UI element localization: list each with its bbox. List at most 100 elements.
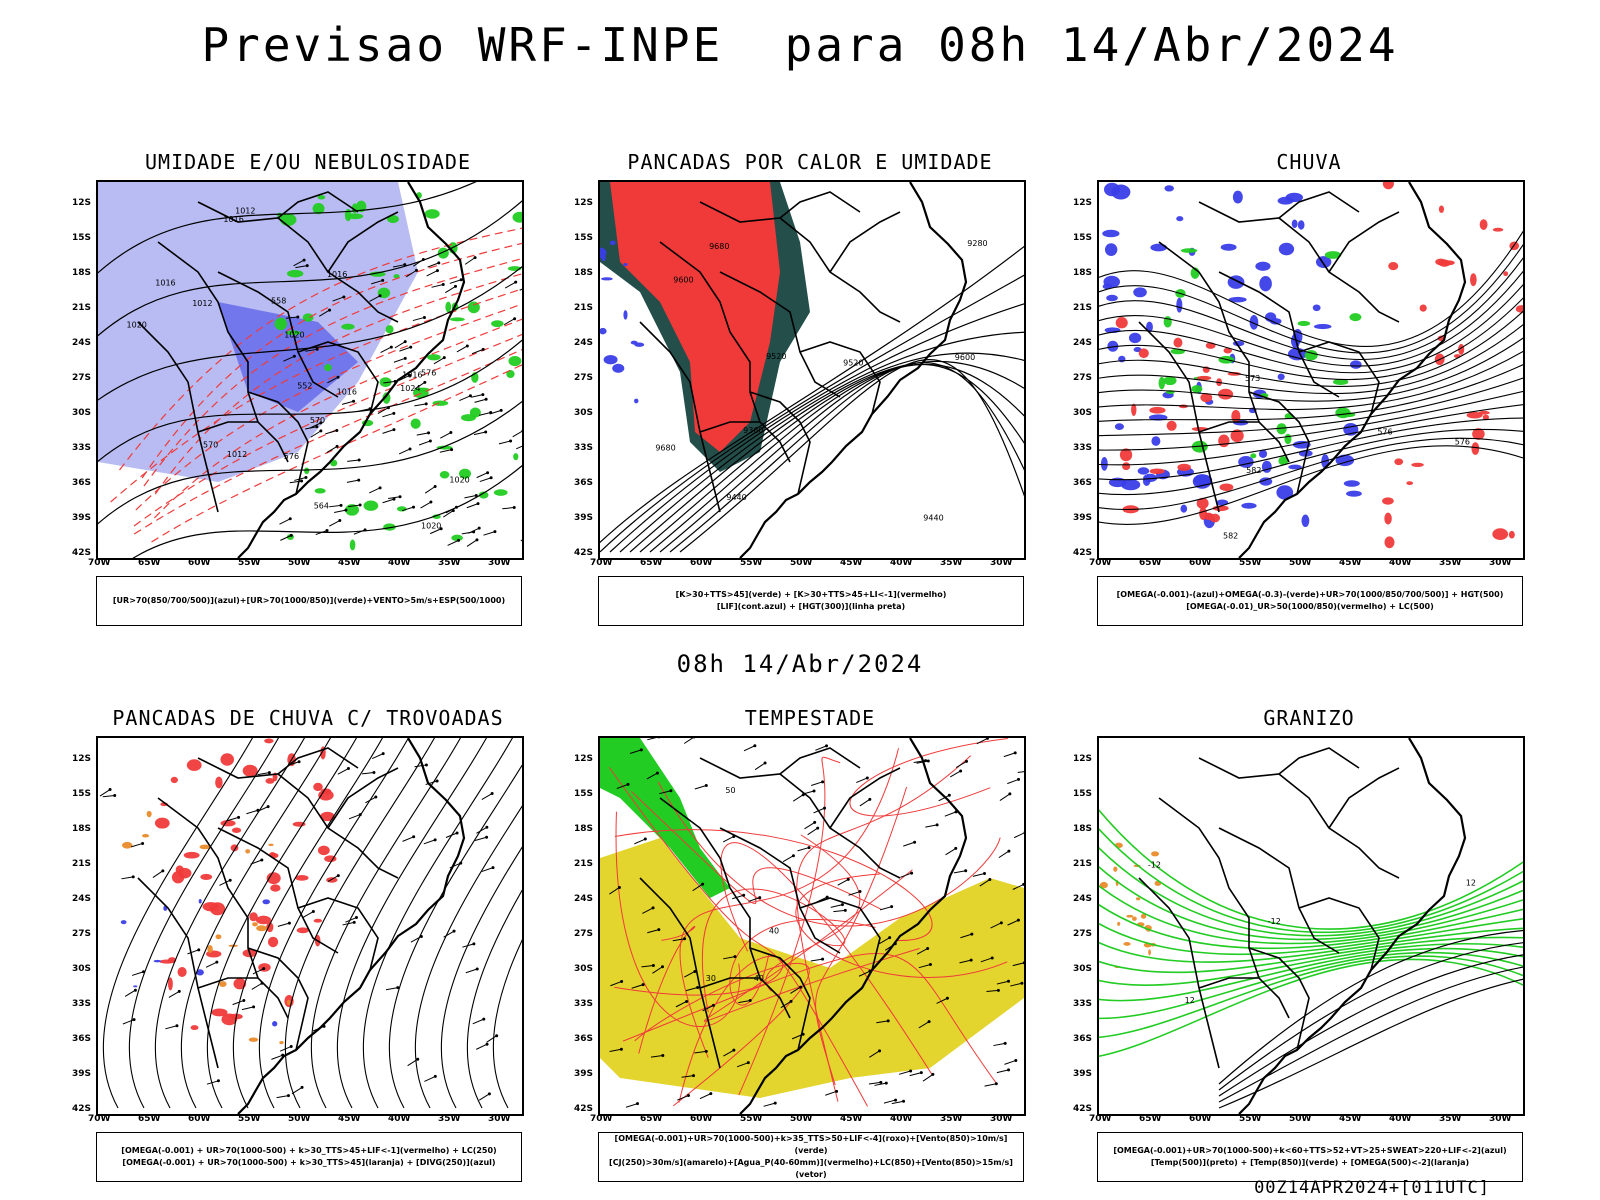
panel-title: TEMPESTADE bbox=[744, 706, 876, 730]
contour-label: 50 bbox=[725, 786, 735, 795]
latitude-tick: 12S bbox=[574, 754, 594, 764]
latitude-tick: 36S bbox=[72, 478, 92, 488]
legend-line: [OMEGA(-0.001)+UR>70(1000-500)+k>35_TTS>… bbox=[614, 1134, 1008, 1155]
latitude-tick: 21S bbox=[72, 859, 92, 869]
longitude-tick: 40W bbox=[890, 558, 913, 568]
longitude-tick: 40W bbox=[890, 1114, 913, 1124]
longitude-tick: 45W bbox=[840, 558, 863, 568]
contour-label: 1020 bbox=[449, 476, 469, 485]
longitude-tick: 60W bbox=[188, 558, 211, 568]
longitude-tick: 30W bbox=[1489, 558, 1512, 568]
contour-label: 1016 bbox=[327, 270, 347, 279]
longitude-tick: 45W bbox=[338, 1114, 361, 1124]
legend-line: [OMEGA(-0.001) + UR>70(1000-500) + k>30_… bbox=[122, 1158, 496, 1167]
latitude-tick: 39S bbox=[574, 1069, 594, 1079]
longitude-tick: 60W bbox=[1189, 558, 1212, 568]
longitude-tick: 70W bbox=[88, 1114, 111, 1124]
contour-label: 12 bbox=[1185, 996, 1195, 1005]
panel-title: GRANIZO bbox=[1263, 706, 1355, 730]
longitude-tick: 60W bbox=[188, 1114, 211, 1124]
forecast-map: 582 576 573 582 576 bbox=[1097, 180, 1525, 560]
latitude-tick: 24S bbox=[72, 338, 92, 348]
longitude-tick: 70W bbox=[88, 558, 111, 568]
latitude-tick: 15S bbox=[574, 789, 594, 799]
latitude-tick: 18S bbox=[72, 268, 92, 278]
longitude-tick: 60W bbox=[1189, 1114, 1212, 1124]
contour-label: 9520 bbox=[766, 352, 786, 361]
latitude-tick: 33S bbox=[72, 443, 92, 453]
longitude-tick: 65W bbox=[640, 1114, 663, 1124]
contour-label: 552 bbox=[297, 381, 312, 390]
longitude-tick: 65W bbox=[1139, 1114, 1162, 1124]
longitude-tick: 35W bbox=[940, 558, 963, 568]
contour-label: 576 bbox=[284, 452, 299, 461]
latitude-tick: 21S bbox=[72, 303, 92, 313]
latitude-tick: 39S bbox=[72, 513, 92, 523]
legend-line: [UR>70(850/700/500)](azul)+[UR>70(1000/8… bbox=[112, 596, 506, 605]
longitude-tick: 50W bbox=[1289, 558, 1312, 568]
latitude-tick: 24S bbox=[1073, 338, 1093, 348]
legend-line: [LIF](cont.azul) + [HGT(300)](linha pret… bbox=[716, 602, 906, 611]
panel-title: UMIDADE E/OU NEBULOSIDADE bbox=[144, 150, 472, 174]
contour-label: 1020 bbox=[421, 521, 441, 530]
contour-label: 1012 bbox=[192, 299, 212, 308]
legend-line: [OMEGA(-0.001)+UR>70(1000-500)+k<60+TTS>… bbox=[1113, 1146, 1507, 1155]
latitude-tick: 36S bbox=[1073, 1034, 1093, 1044]
map-field-svg: 1012101610201016101210161020101610201024… bbox=[98, 182, 522, 558]
contour-label: 30 bbox=[706, 974, 716, 983]
legend-box: [UR>70(850/700/500)](azul)+[UR>70(1000/8… bbox=[96, 576, 522, 626]
latitude-tick: 18S bbox=[1073, 268, 1093, 278]
forecast-map: 9680 9600 9520 9440 9680 9600 9520 9440 9360 9280 bbox=[598, 180, 1026, 560]
map-field-svg: -12 -12 12 12 bbox=[1099, 738, 1523, 1114]
contour-label: 9520 bbox=[843, 359, 863, 368]
contour-label: 576 bbox=[1455, 437, 1470, 446]
latitude-tick: 36S bbox=[574, 1034, 594, 1044]
latitude-tick: 39S bbox=[1073, 513, 1093, 523]
latitude-tick: 30S bbox=[574, 408, 594, 418]
longitude-tick: 50W bbox=[1289, 1114, 1312, 1124]
latitude-tick: 21S bbox=[574, 859, 594, 869]
longitude-tick: 70W bbox=[1089, 1114, 1112, 1124]
contour-label: 573 bbox=[1245, 374, 1260, 383]
longitude-tick: 55W bbox=[238, 1114, 261, 1124]
latitude-tick: 21S bbox=[1073, 859, 1093, 869]
longitude-tick: 35W bbox=[1439, 1114, 1462, 1124]
latitude-tick: 33S bbox=[1073, 443, 1093, 453]
legend-box: [OMEGA(-0.001)+UR>70(1000-500)+k>35_TTS>… bbox=[598, 1132, 1024, 1182]
latitude-tick: 12S bbox=[1073, 198, 1093, 208]
longitude-tick: 60W bbox=[690, 558, 713, 568]
legend-line: [Temp(500)](preto) + [Temp(850)](verde) … bbox=[1150, 1158, 1470, 1167]
latitude-tick: 24S bbox=[574, 894, 594, 904]
latitude-tick: 33S bbox=[574, 999, 594, 1009]
longitude-tick: 35W bbox=[940, 1114, 963, 1124]
latitude-tick: 27S bbox=[574, 373, 594, 383]
longitude-tick: 40W bbox=[388, 558, 411, 568]
latitude-tick: 30S bbox=[72, 964, 92, 974]
legend-line: [OMEGA(-0.001)-(azul)+OMEGA(-0.3)-(verde… bbox=[1116, 590, 1504, 599]
longitude-tick: 50W bbox=[790, 1114, 813, 1124]
latitude-tick: 12S bbox=[72, 754, 92, 764]
latitude-tick: 36S bbox=[574, 478, 594, 488]
longitude-tick: 55W bbox=[1239, 1114, 1262, 1124]
contour-label: 576 bbox=[421, 368, 436, 377]
longitude-tick: 45W bbox=[840, 1114, 863, 1124]
legend-box: [K>30+TTS>45](verde) + [K>30+TTS>45+LI<-… bbox=[598, 576, 1024, 626]
contour-label: 9680 bbox=[709, 242, 729, 251]
latitude-tick: 36S bbox=[1073, 478, 1093, 488]
forecast-map: -12 -12 12 12 bbox=[1097, 736, 1525, 1116]
panel-title: PANCADAS DE CHUVA C/ TROVOADAS bbox=[112, 706, 504, 730]
longitude-tick: 35W bbox=[438, 1114, 461, 1124]
forecast-map: 40 50 30 40 bbox=[598, 736, 1026, 1116]
contour-label: 582 bbox=[1246, 466, 1261, 475]
contour-label: 570 bbox=[310, 416, 325, 425]
longitude-tick: 65W bbox=[138, 1114, 161, 1124]
contour-label: 9360 bbox=[743, 426, 763, 435]
longitude-tick: 50W bbox=[288, 558, 311, 568]
latitude-tick: 33S bbox=[1073, 999, 1093, 1009]
latitude-tick: 42S bbox=[1073, 548, 1093, 558]
latitude-tick: 27S bbox=[1073, 373, 1093, 383]
longitude-tick: 45W bbox=[338, 558, 361, 568]
latitude-tick: 21S bbox=[574, 303, 594, 313]
contour-label: 12 bbox=[1466, 879, 1476, 888]
longitude-tick: 65W bbox=[138, 558, 161, 568]
